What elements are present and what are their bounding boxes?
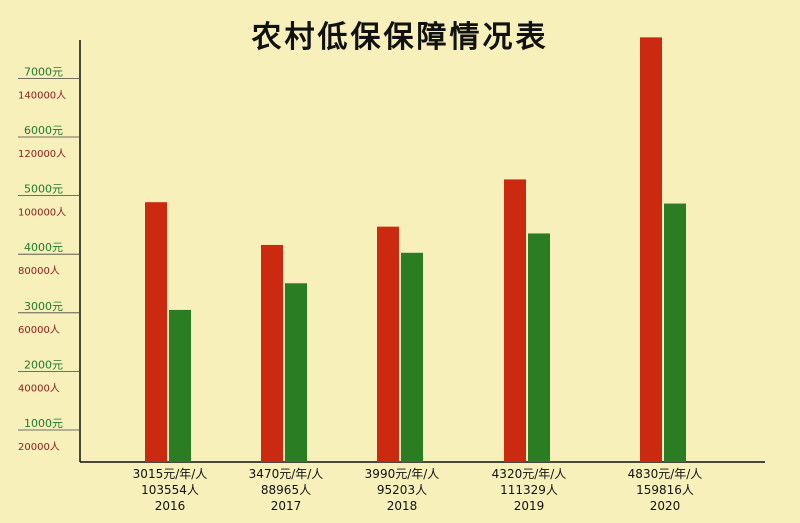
x-tick-label: 103554人 (141, 483, 199, 497)
x-tick-label: 2017 (271, 499, 302, 513)
x-tick-label: 2020 (650, 499, 681, 513)
y-tick-label-yuan: 6000元 (24, 124, 63, 137)
y-tick-label-persons: 20000人 (18, 441, 60, 453)
x-axis-labels: 3015元/年/人 103554人 2016 3470元/年/人 88965人 2017 3… (133, 467, 703, 513)
y-tick-label-yuan: 4000元 (24, 241, 63, 254)
x-tick-label: 2016 (155, 499, 186, 513)
y-tick-label-persons: 100000人 (18, 207, 66, 219)
x-tick-label: 3990元/年/人 (365, 467, 440, 481)
bar (640, 37, 662, 463)
bar (401, 252, 423, 462)
y-tick-label-yuan: 2000元 (24, 358, 63, 371)
y-tick-label-persons: 120000人 (18, 148, 66, 160)
y-tick-label-yuan: 1000元 (24, 417, 63, 430)
bar (285, 283, 307, 462)
bar (261, 244, 283, 462)
x-tick-label: 159816人 (636, 483, 694, 497)
bar (145, 202, 167, 463)
x-tick-label: 3015元/年/人 (133, 467, 208, 481)
bar (528, 233, 550, 462)
x-tick-label: 111329人 (500, 483, 558, 497)
y-axis-ticks: 1000元 2000元 3000元 4000元 5000元 6000元 7000元 20000… (18, 65, 80, 453)
y-tick-label-persons: 140000人 (18, 89, 66, 101)
x-tick-label: 88965人 (261, 483, 311, 497)
x-tick-label: 95203人 (377, 483, 427, 497)
y-tick-label-persons: 80000人 (18, 265, 60, 277)
x-tick-label: 4320元/年/人 (492, 467, 567, 481)
x-tick-label: 4830元/年/人 (628, 467, 703, 481)
y-tick-label-persons: 40000人 (18, 382, 60, 394)
bar (377, 226, 399, 462)
y-tick-label-yuan: 3000元 (24, 300, 63, 313)
x-tick-label: 2018 (387, 499, 418, 513)
y-tick-label-yuan: 7000元 (24, 65, 63, 78)
bars (145, 37, 686, 463)
y-tick-label-persons: 60000人 (18, 324, 60, 336)
bar (504, 179, 526, 462)
x-tick-label: 2019 (514, 499, 545, 513)
chart-title: 农村低保保障情况表 (251, 20, 549, 55)
bar (169, 309, 191, 462)
bar (664, 203, 686, 462)
x-tick-label: 3470元/年/人 (249, 467, 324, 481)
y-tick-label-yuan: 5000元 (24, 183, 63, 196)
